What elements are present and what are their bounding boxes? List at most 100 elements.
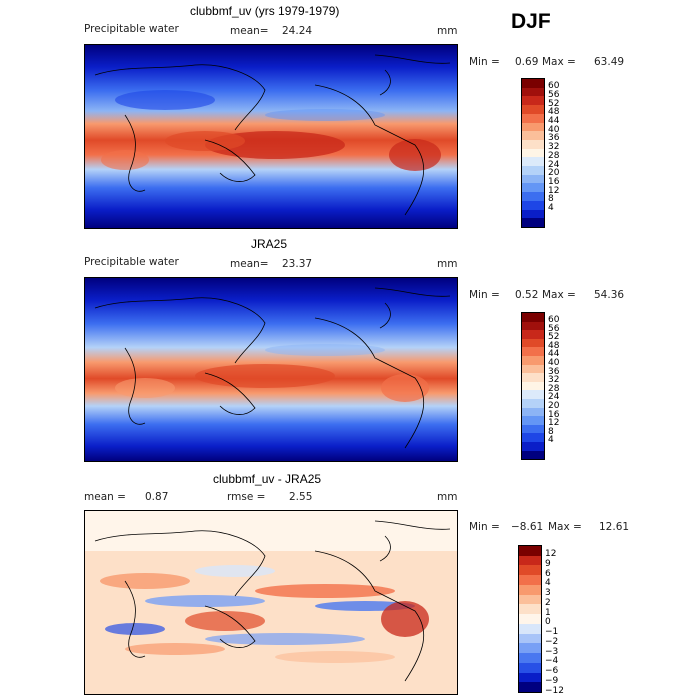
panel2-max-label: Max = bbox=[542, 289, 576, 301]
panel1-map-field bbox=[85, 45, 457, 228]
colorbar-tick-label: 52 bbox=[548, 98, 560, 109]
colorbar-tick-label: 60 bbox=[548, 81, 560, 92]
panel1-mean-label: mean= bbox=[230, 25, 269, 37]
panel2-map bbox=[84, 277, 458, 462]
panel3-map-field bbox=[85, 511, 457, 694]
colorbar-tick-label: 20 bbox=[548, 168, 560, 179]
panel3-colorbar bbox=[518, 545, 542, 693]
colorbar-swatch bbox=[522, 407, 544, 417]
colorbar-swatch bbox=[522, 330, 544, 339]
colorbar-tick-label: 8 bbox=[548, 194, 554, 205]
panel1-coastlines bbox=[94, 54, 451, 216]
colorbar-swatch bbox=[522, 157, 544, 167]
colorbar-swatch bbox=[522, 218, 544, 227]
colorbar-swatch bbox=[522, 166, 544, 175]
colorbar-swatch bbox=[522, 122, 544, 132]
panel3-rmse-label: rmse = bbox=[227, 491, 266, 503]
colorbar-tick-label: 1 bbox=[545, 607, 551, 618]
colorbar-tick-label: 36 bbox=[548, 133, 560, 144]
colorbar-tick-label: 48 bbox=[548, 107, 560, 118]
colorbar-tick-label: 56 bbox=[548, 89, 560, 100]
colorbar-tick-label: 40 bbox=[548, 358, 560, 369]
colorbar-swatch bbox=[522, 313, 544, 322]
colorbar-swatch bbox=[519, 633, 541, 644]
colorbar-tick-label: 32 bbox=[548, 375, 560, 386]
panel2-max-value: 54.36 bbox=[594, 289, 625, 301]
colorbar-swatch bbox=[522, 139, 544, 149]
colorbar-tick-label: 9 bbox=[545, 558, 551, 569]
colorbar-tick-label: 52 bbox=[548, 332, 560, 343]
colorbar-tick-label: 16 bbox=[548, 409, 560, 420]
colorbar-swatch bbox=[522, 200, 544, 210]
panel2-units: mm bbox=[437, 258, 458, 270]
colorbar-swatch bbox=[522, 131, 544, 140]
colorbar-swatch bbox=[522, 450, 544, 460]
colorbar-tick-label: 60 bbox=[548, 315, 560, 326]
panel2-title: JRA25 bbox=[251, 237, 288, 251]
panel1-max-label: Max = bbox=[542, 56, 576, 68]
colorbar-tick-label: −4 bbox=[545, 656, 559, 667]
panel2-variable-label: Precipitable water bbox=[84, 256, 179, 268]
colorbar-swatch bbox=[519, 623, 541, 634]
colorbar-tick-label: −6 bbox=[545, 666, 559, 677]
colorbar-tick-label: 8 bbox=[548, 426, 554, 437]
colorbar-swatch bbox=[522, 183, 544, 193]
colorbar-swatch bbox=[522, 398, 544, 408]
panel3-coastlines bbox=[94, 520, 451, 682]
colorbar-tick-label: −12 bbox=[545, 685, 564, 696]
colorbar-swatch bbox=[522, 113, 544, 123]
colorbar-tick-label: 20 bbox=[548, 400, 560, 411]
colorbar-swatch bbox=[519, 672, 541, 683]
colorbar-swatch bbox=[519, 594, 541, 605]
panel1-min-label: Min = bbox=[469, 56, 500, 68]
panel2-map-field bbox=[85, 278, 457, 461]
panel1-max-value: 63.49 bbox=[594, 56, 625, 68]
panel2-min-value: 0.52 bbox=[515, 289, 539, 301]
colorbar-swatch bbox=[519, 546, 541, 556]
colorbar-swatch bbox=[522, 381, 544, 391]
panel3-min-label: Min = bbox=[469, 521, 500, 533]
colorbar-tick-label: 3 bbox=[545, 588, 551, 599]
colorbar-swatch bbox=[522, 174, 544, 184]
colorbar-tick-label: 12 bbox=[548, 418, 560, 429]
colorbar-swatch bbox=[519, 614, 541, 624]
colorbar-swatch bbox=[522, 148, 544, 158]
colorbar-swatch bbox=[519, 575, 541, 585]
colorbar-tick-label: 28 bbox=[548, 383, 560, 394]
panel2-mean-label: mean= bbox=[230, 258, 269, 270]
colorbar-tick-label: 12 bbox=[548, 185, 560, 196]
panel1-title: clubbmf_uv (yrs 1979-1979) bbox=[190, 4, 340, 18]
colorbar-tick-label: −3 bbox=[545, 646, 559, 657]
colorbar-tick-label: 4 bbox=[548, 435, 554, 446]
colorbar-tick-label: 40 bbox=[548, 124, 560, 135]
colorbar-swatch bbox=[522, 416, 544, 425]
colorbar-swatch bbox=[522, 96, 544, 106]
colorbar-tick-label: 24 bbox=[548, 159, 560, 170]
colorbar-swatch bbox=[522, 433, 544, 442]
colorbar-tick-label: 4 bbox=[545, 578, 551, 589]
colorbar-swatch bbox=[519, 565, 541, 576]
colorbar-swatch bbox=[522, 390, 544, 399]
colorbar-tick-label: 24 bbox=[548, 392, 560, 403]
panel2-min-label: Min = bbox=[469, 289, 500, 301]
colorbar-tick-label: 36 bbox=[548, 366, 560, 377]
colorbar-swatch bbox=[519, 662, 541, 673]
panel3-mean-value: 0.87 bbox=[145, 491, 169, 503]
panel3-max-label: Max = bbox=[548, 521, 582, 533]
colorbar-tick-label: −1 bbox=[545, 627, 559, 638]
panel3-min-value: −8.61 bbox=[511, 521, 544, 533]
colorbar-swatch bbox=[522, 209, 544, 219]
colorbar-swatch bbox=[522, 347, 544, 356]
colorbar-tick-label: 44 bbox=[548, 349, 560, 360]
colorbar-swatch bbox=[519, 643, 541, 654]
colorbar-swatch bbox=[522, 105, 544, 114]
colorbar-swatch bbox=[519, 604, 541, 615]
panel1-variable-label: Precipitable water bbox=[84, 23, 179, 35]
colorbar-swatch bbox=[522, 321, 544, 331]
colorbar-tick-label: 4 bbox=[548, 203, 554, 214]
panel3-map bbox=[84, 510, 458, 695]
colorbar-tick-label: 0 bbox=[545, 617, 551, 628]
colorbar-tick-label: 12 bbox=[545, 549, 557, 560]
panel1-map bbox=[84, 44, 458, 229]
colorbar-swatch bbox=[522, 79, 544, 88]
